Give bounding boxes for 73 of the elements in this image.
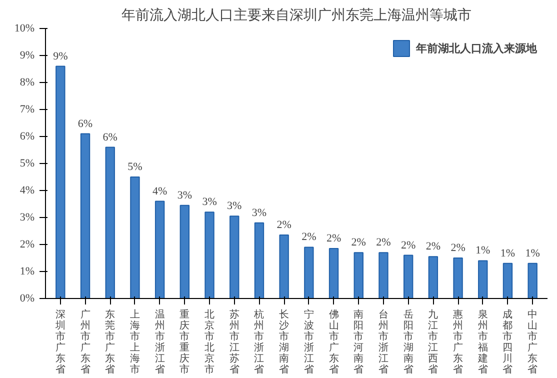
- bar: [428, 256, 438, 298]
- x-tick-label: 长沙市湖南省: [279, 308, 290, 376]
- x-tick-label: 苏州市江苏省: [229, 308, 240, 376]
- x-tick-label: 成都市四川省: [502, 308, 513, 376]
- y-tick-label: 2%: [20, 238, 35, 250]
- data-label: 2%: [326, 232, 342, 245]
- bar: [204, 212, 214, 298]
- data-label: 1%: [476, 244, 490, 257]
- data-label: 2%: [426, 240, 441, 253]
- bar: [304, 246, 314, 298]
- y-tick-label: 8%: [20, 76, 35, 88]
- data-label: 3%: [252, 206, 267, 219]
- data-label: 2%: [450, 242, 466, 254]
- data-label: 1%: [500, 247, 516, 260]
- bar: [279, 234, 289, 298]
- bar: [378, 252, 388, 298]
- x-tick-label: 宁波市浙江省: [304, 308, 314, 376]
- chart-title: 年前流入湖北人口主要来自深圳广州东莞上海温州等城市: [122, 8, 472, 24]
- y-tick-label: 1%: [20, 266, 35, 278]
- bar: [502, 262, 513, 298]
- data-label: 3%: [177, 189, 192, 202]
- y-tick-label: 0%: [20, 292, 35, 304]
- x-tick-label: 杭州市浙江省: [253, 308, 264, 376]
- x-tick-label: 台州市浙江省: [378, 308, 388, 376]
- legend-label: 年前湖北人口流入来源地: [416, 40, 537, 56]
- y-tick-label: 4%: [20, 184, 35, 196]
- bar: [328, 248, 339, 298]
- y-tick-label: 5%: [20, 158, 35, 170]
- bar: [453, 258, 463, 298]
- bar: [180, 204, 190, 298]
- data-label: 3%: [227, 200, 242, 212]
- x-tick-label: 岳阳市湖南省: [403, 308, 414, 376]
- x-tick-label: 泉州市福建省: [476, 308, 488, 376]
- y-tick-label: 3%: [20, 212, 35, 224]
- bar: [528, 262, 538, 298]
- bar: [56, 66, 66, 298]
- data-label: 4%: [152, 185, 168, 198]
- data-label: 1%: [525, 247, 540, 260]
- x-tick-label: 九江市江西省: [428, 308, 438, 376]
- x-tick-label: 广州市广东省: [80, 308, 90, 376]
- bar: [130, 176, 140, 298]
- y-tick-label: 9%: [20, 50, 35, 62]
- y-tick-label: 10%: [14, 22, 35, 34]
- data-label: 9%: [53, 50, 68, 62]
- bar: [80, 133, 90, 298]
- x-tick-label: 温州市浙江省: [154, 308, 165, 376]
- x-tick-label: 东莞市广东省: [105, 308, 116, 376]
- bar: [254, 222, 264, 298]
- y-tick-label: 6%: [20, 130, 35, 142]
- x-tick-label: 上海市上海市: [130, 308, 140, 376]
- bar: [403, 254, 414, 298]
- data-label: 2%: [401, 239, 416, 252]
- x-tick-label: 北京市北京市: [204, 308, 215, 376]
- bar: [154, 200, 165, 298]
- data-label: 3%: [202, 196, 217, 208]
- x-tick-label: 中山市广东省: [528, 308, 538, 376]
- x-tick-label: 惠州市广东省: [452, 308, 464, 376]
- x-tick-label: 南阳市河南省: [354, 308, 364, 376]
- data-label: 6%: [102, 131, 118, 144]
- bar: [354, 252, 364, 298]
- data-label: 6%: [78, 118, 93, 130]
- bar: [478, 260, 488, 298]
- bar: [230, 216, 240, 298]
- x-tick-label: 佛山市广东省: [328, 310, 339, 376]
- x-tick-label: 重庆市重庆市: [180, 308, 190, 376]
- x-tick-label: 深圳市广东省: [54, 308, 66, 376]
- bar: [105, 146, 115, 298]
- data-label: 2%: [376, 236, 391, 249]
- data-label: 2%: [351, 236, 366, 249]
- data-label: 2%: [302, 231, 316, 244]
- y-tick-label: 7%: [20, 104, 35, 116]
- data-label: 2%: [276, 219, 292, 232]
- data-label: 5%: [128, 161, 142, 173]
